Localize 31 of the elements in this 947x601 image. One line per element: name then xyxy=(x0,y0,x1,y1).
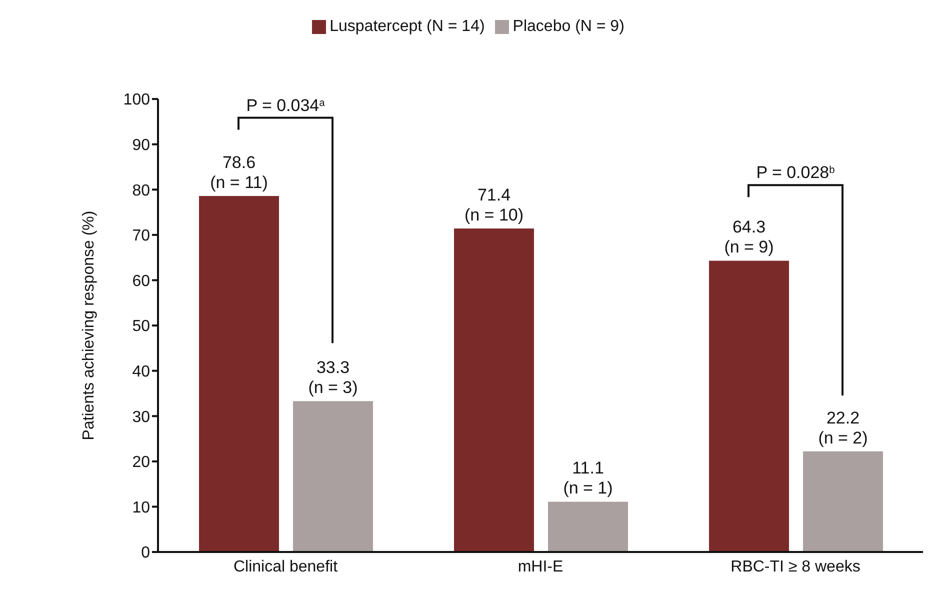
data-label: 33.3 (n = 3) xyxy=(308,358,358,398)
y-tick-label: 100 xyxy=(123,92,150,109)
data-label: 78.6 (n = 11) xyxy=(210,152,268,192)
x-tick-label: Clinical benefit xyxy=(233,558,338,576)
y-tick-label: 70 xyxy=(132,228,150,245)
data-label: 11.1 (n = 1) xyxy=(563,458,613,498)
y-tick-label: 50 xyxy=(132,318,150,336)
y-axis-title: Patients achieving response (%) xyxy=(80,210,98,440)
y-tick-label: 80 xyxy=(132,182,150,200)
x-tick-label: mHI-E xyxy=(518,558,564,576)
data-label: 22.2 (n = 2) xyxy=(818,408,868,448)
y-tick-label: 0 xyxy=(141,544,150,562)
data-label: 64.3 (n = 9) xyxy=(724,218,774,257)
legend-label: Placebo (N = 9) xyxy=(512,18,624,35)
bar xyxy=(293,401,373,552)
y-tick-label: 10 xyxy=(132,499,150,516)
bar xyxy=(199,196,279,552)
y-tick-label: 40 xyxy=(132,363,150,380)
annotation: P = 0.028$^{b}$ xyxy=(756,163,836,182)
bar xyxy=(548,502,628,552)
y-tick-label: 20 xyxy=(132,454,150,472)
y-tick-label: 60 xyxy=(132,272,150,290)
data-label: 71.4 (n = 10) xyxy=(464,186,524,225)
y-tick-label: 90 xyxy=(132,136,150,154)
bar xyxy=(709,260,789,552)
y-tick-label: 30 xyxy=(132,408,150,426)
x-tick-label: RBC-TI ≥ 8 weeks xyxy=(730,558,860,576)
annotation: P = 0.034$^{a}$ xyxy=(246,96,326,115)
legend-label: Luspatercept (N = 14) xyxy=(330,18,485,35)
bar xyxy=(454,228,534,552)
bar xyxy=(803,451,883,552)
